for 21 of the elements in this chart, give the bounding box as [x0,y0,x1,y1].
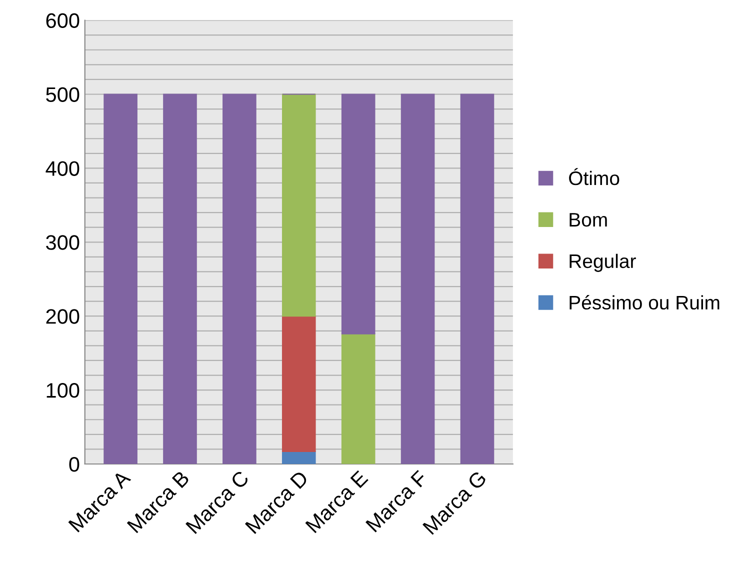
legend-label: Ótimo [569,168,620,186]
legend-label: Regular [570,254,636,272]
y-tick-label: 500 [46,87,80,102]
y-tick-label: 200 [46,309,80,324]
legend-label: Péssimo ou Ruim [570,295,720,310]
bar [282,450,316,464]
bar [222,94,256,464]
bar [282,94,316,317]
bar [341,333,376,464]
bar [460,94,494,464]
bar [400,94,435,464]
y-tick-label: 600 [46,13,80,28]
bar [104,94,138,464]
y-tick-label: 300 [46,235,80,250]
legend-label: Bom [570,213,607,227]
y-tick-label: 100 [46,383,80,398]
bar [163,94,197,464]
bar [341,94,376,334]
y-tick-label: 400 [46,161,80,176]
y-tick-label: 0 [69,457,80,472]
bar [282,316,316,452]
